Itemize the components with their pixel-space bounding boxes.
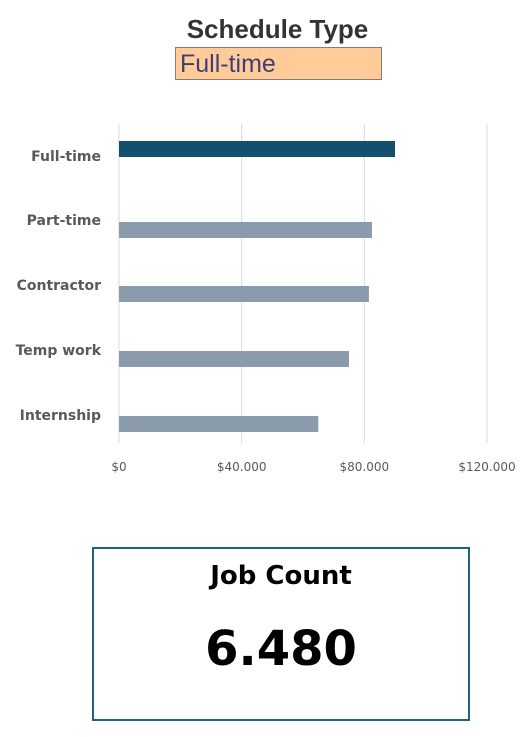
category-label-3: Temp work (16, 343, 102, 359)
bar-2 (119, 286, 369, 302)
x-tick-label-0: $0 (111, 460, 126, 474)
category-label-4: Internship (20, 408, 101, 424)
x-tick-label-3: $120.000 (458, 460, 515, 474)
x-tick-label-1: $40.000 (217, 460, 267, 474)
bar-4 (119, 416, 319, 432)
job-count-value: 6.480 (205, 621, 357, 677)
salary-bar-chart: $0 $40.000 $80.000 $120.000 Full-time Part-ti… (16, 124, 516, 474)
chart-title: Schedule Type (186, 14, 369, 44)
bar-1 (119, 222, 372, 238)
schedule-type-selector[interactable]: Full-time (175, 47, 382, 80)
bar-3 (119, 351, 349, 367)
bar-0 (119, 141, 395, 157)
job-count-card: Job Count 6.480 (92, 547, 470, 721)
category-label-1: Part-time (27, 213, 101, 229)
x-tick-label-2: $80.000 (340, 460, 390, 474)
category-label-0: Full-time (31, 149, 101, 165)
job-count-label: Job Count (210, 561, 352, 591)
category-label-2: Contractor (17, 278, 102, 294)
